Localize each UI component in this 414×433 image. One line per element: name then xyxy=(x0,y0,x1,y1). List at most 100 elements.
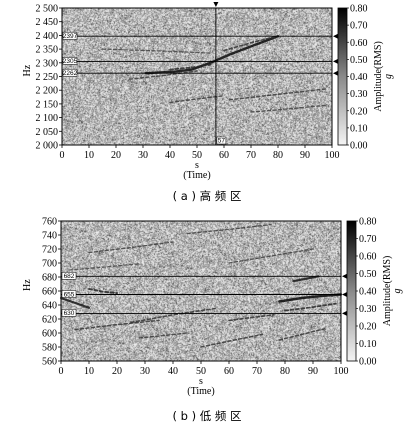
frequency-trace xyxy=(138,332,188,339)
y-tick-label: 580 xyxy=(42,343,57,354)
y-tick-label: 640 xyxy=(42,301,57,312)
y-tick-label: 2 200 xyxy=(36,86,59,97)
panel-low-frequency: 0 10 20 30 40 50 60 70 80 90 100 560 580 600 620 640 660… xyxy=(22,217,403,424)
colorbar-label-low: Amplitude(RMS) xyxy=(382,256,393,327)
colorbar-tick-label: 0.80 xyxy=(359,217,377,228)
colorbar-tick-label: 0.30 xyxy=(350,89,368,100)
x-tick-label: 40 xyxy=(165,150,175,161)
y-tick-label: 2 450 xyxy=(36,17,59,28)
frequency-trace xyxy=(59,296,91,309)
y-tick-label: 2 000 xyxy=(36,141,59,152)
x-axis-sublabel-high: (Time) xyxy=(183,170,210,181)
caption-high: ( a ) 高 频 区 xyxy=(173,189,242,203)
marker-label: 2397 xyxy=(63,33,78,40)
marker-arrow xyxy=(342,292,347,297)
colorbar-tick-label: 0.10 xyxy=(350,123,368,134)
y-tick-label: 2 100 xyxy=(36,113,59,124)
marker-label-box xyxy=(61,272,77,280)
frequency-trace xyxy=(74,319,160,331)
x-tick-label: 20 xyxy=(112,366,122,377)
frequency-trace xyxy=(200,333,264,348)
colorbar-tick-label: 0.20 xyxy=(350,106,368,117)
y-tick-label: 2 050 xyxy=(36,127,59,138)
y-tick-label: 2 150 xyxy=(36,99,59,110)
y-tick-label: 680 xyxy=(42,273,57,284)
x-tick-label: 10 xyxy=(84,366,94,377)
x-tick-label: 90 xyxy=(308,366,318,377)
y-tick-label: 560 xyxy=(42,357,57,368)
marker-label: 682 xyxy=(64,273,75,280)
markers-high: 2397 2305 2262 57 xyxy=(62,2,338,145)
x-tick-label: 0 xyxy=(60,150,65,161)
colorbar-tick-label: 0.00 xyxy=(359,357,377,368)
x-tick-label: 90 xyxy=(300,150,310,161)
x-tick-label: 70 xyxy=(252,366,262,377)
x-tick-label: 20 xyxy=(111,150,121,161)
marker-arrow xyxy=(342,273,347,279)
markers-low: 682 655 630 xyxy=(61,272,347,317)
frequency-trace xyxy=(292,275,320,283)
colorbar-tick-label: 0.20 xyxy=(359,322,377,333)
y-axis-label-high: Hz xyxy=(22,64,33,76)
marker-label-box xyxy=(62,68,78,77)
colorbar-ticks-high: 0.00 0.10 0.20 0.30 0.40 0.50 0.60 0.70 0.80 xyxy=(347,4,368,152)
x-axis-sublabel-low: (Time) xyxy=(187,386,214,397)
y-axis-label-low: Hz xyxy=(22,279,33,291)
colorbar-tick-label: 0.50 xyxy=(359,269,377,280)
y-tick-label: 740 xyxy=(42,231,57,242)
spectrogram-image-high xyxy=(62,8,332,145)
x-tick-label: 100 xyxy=(325,150,340,161)
frequency-trace xyxy=(130,307,216,324)
y-tick-label: 2 250 xyxy=(36,72,59,83)
panel-high-frequency: 0 10 20 30 40 50 60 70 80 90 100 2 000 2 050 2 100 2 1… xyxy=(22,2,394,203)
colorbar-tick-label: 0.40 xyxy=(359,287,377,298)
y-tick-label: 620 xyxy=(42,315,57,326)
colorbar-unit-high: g xyxy=(383,74,394,79)
colorbar-image-low xyxy=(347,221,356,361)
colorbar-tick-label: 0.10 xyxy=(359,339,377,350)
colorbar-tick-label: 0.60 xyxy=(350,38,368,49)
frequency-trace xyxy=(186,223,272,235)
traces-high xyxy=(101,34,328,113)
colorbar-label-high: Amplitude(RMS) xyxy=(373,41,384,112)
frequency-trace xyxy=(169,63,212,71)
x-tick-label: 30 xyxy=(138,150,148,161)
ticks-low: 0 10 20 30 40 50 60 70 80 90 100 560 580 600 620 640 660… xyxy=(42,217,349,378)
marker-label-box xyxy=(62,57,78,65)
x-tick-label: 50 xyxy=(196,366,206,377)
y-tick-label: 2 500 xyxy=(36,4,59,15)
y-tick-label: 700 xyxy=(42,259,57,270)
x-tick-label: 80 xyxy=(273,150,283,161)
frequency-trace xyxy=(144,34,280,75)
marker-label: 630 xyxy=(64,310,75,317)
marker-label: 655 xyxy=(64,291,75,298)
y-tick-label: 600 xyxy=(42,329,57,340)
ticks-high: 0 10 20 30 40 50 60 70 80 90 100 2 000 2 050 2 100 2 1… xyxy=(36,4,340,162)
colorbar-tick-label: 0.80 xyxy=(350,4,368,15)
x-tick-label: 40 xyxy=(168,366,178,377)
y-tick-label: 2 400 xyxy=(36,31,59,42)
spectrogram-image-low xyxy=(61,221,341,361)
y-tick-label: 2 350 xyxy=(36,45,59,56)
traces-low xyxy=(59,223,343,348)
frequency-trace xyxy=(284,302,337,312)
y-tick-label: 660 xyxy=(42,287,57,298)
colorbar-image-high xyxy=(338,8,347,145)
frequency-trace xyxy=(228,248,314,264)
x-tick-label: 10 xyxy=(84,150,94,161)
frequency-trace xyxy=(223,35,279,52)
x-tick-label: 70 xyxy=(246,150,256,161)
marker-arrow xyxy=(333,58,338,64)
x-tick-label: 60 xyxy=(224,366,234,377)
y-tick-label: 760 xyxy=(42,217,57,228)
colorbar-tick-label: 0.00 xyxy=(350,141,368,152)
x-tick-label: 100 xyxy=(334,366,349,377)
marker-label-box xyxy=(62,31,78,40)
x-tick-label: 50 xyxy=(192,150,202,161)
frequency-trace xyxy=(278,328,325,341)
y-tick-label: 2 300 xyxy=(36,58,59,69)
caption-low: ( b ) 低 频 区 xyxy=(172,409,241,423)
x-tick-label: 60 xyxy=(219,150,229,161)
x-tick-label: 30 xyxy=(140,366,150,377)
